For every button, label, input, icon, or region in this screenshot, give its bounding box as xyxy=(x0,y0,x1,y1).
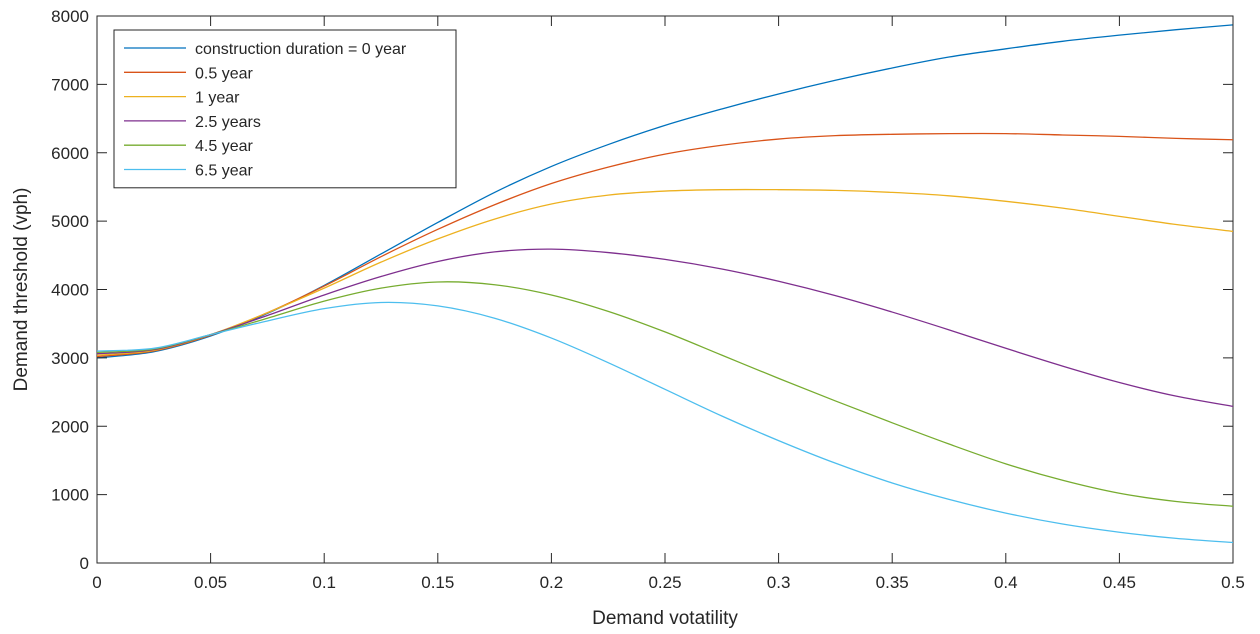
x-tick-label: 0.4 xyxy=(994,573,1018,592)
y-tick-label: 1000 xyxy=(51,486,89,505)
legend-label-5: 4.5 year xyxy=(195,138,253,155)
y-tick-label: 2000 xyxy=(51,417,89,436)
x-tick-label: 0.5 xyxy=(1221,573,1245,592)
x-axis-title: Demand votatility xyxy=(592,608,738,629)
y-tick-label: 8000 xyxy=(51,7,89,26)
legend-label-3: 1 year xyxy=(195,90,240,107)
legend-label-2: 0.5 year xyxy=(195,65,253,82)
legend-label-4: 2.5 years xyxy=(195,114,261,131)
x-tick-label: 0.3 xyxy=(767,573,791,592)
y-tick-label: 6000 xyxy=(51,144,89,163)
y-tick-label: 5000 xyxy=(51,212,89,231)
x-tick-label: 0.35 xyxy=(876,573,909,592)
x-tick-label: 0.45 xyxy=(1103,573,1136,592)
x-tick-label: 0.25 xyxy=(648,573,681,592)
y-tick-label: 4000 xyxy=(51,281,89,300)
y-tick-label: 3000 xyxy=(51,349,89,368)
x-tick-label: 0 xyxy=(92,573,101,592)
y-tick-label: 7000 xyxy=(51,75,89,94)
x-tick-label: 0.05 xyxy=(194,573,227,592)
legend-label-6: 6.5 year xyxy=(195,163,253,180)
x-tick-label: 0.2 xyxy=(540,573,564,592)
y-axis-title: Demand threshold (vph) xyxy=(11,188,32,392)
x-tick-label: 0.1 xyxy=(312,573,336,592)
legend-label-1: construction duration = 0 year xyxy=(195,41,407,58)
y-tick-label: 0 xyxy=(80,554,89,573)
x-tick-label: 0.15 xyxy=(421,573,454,592)
